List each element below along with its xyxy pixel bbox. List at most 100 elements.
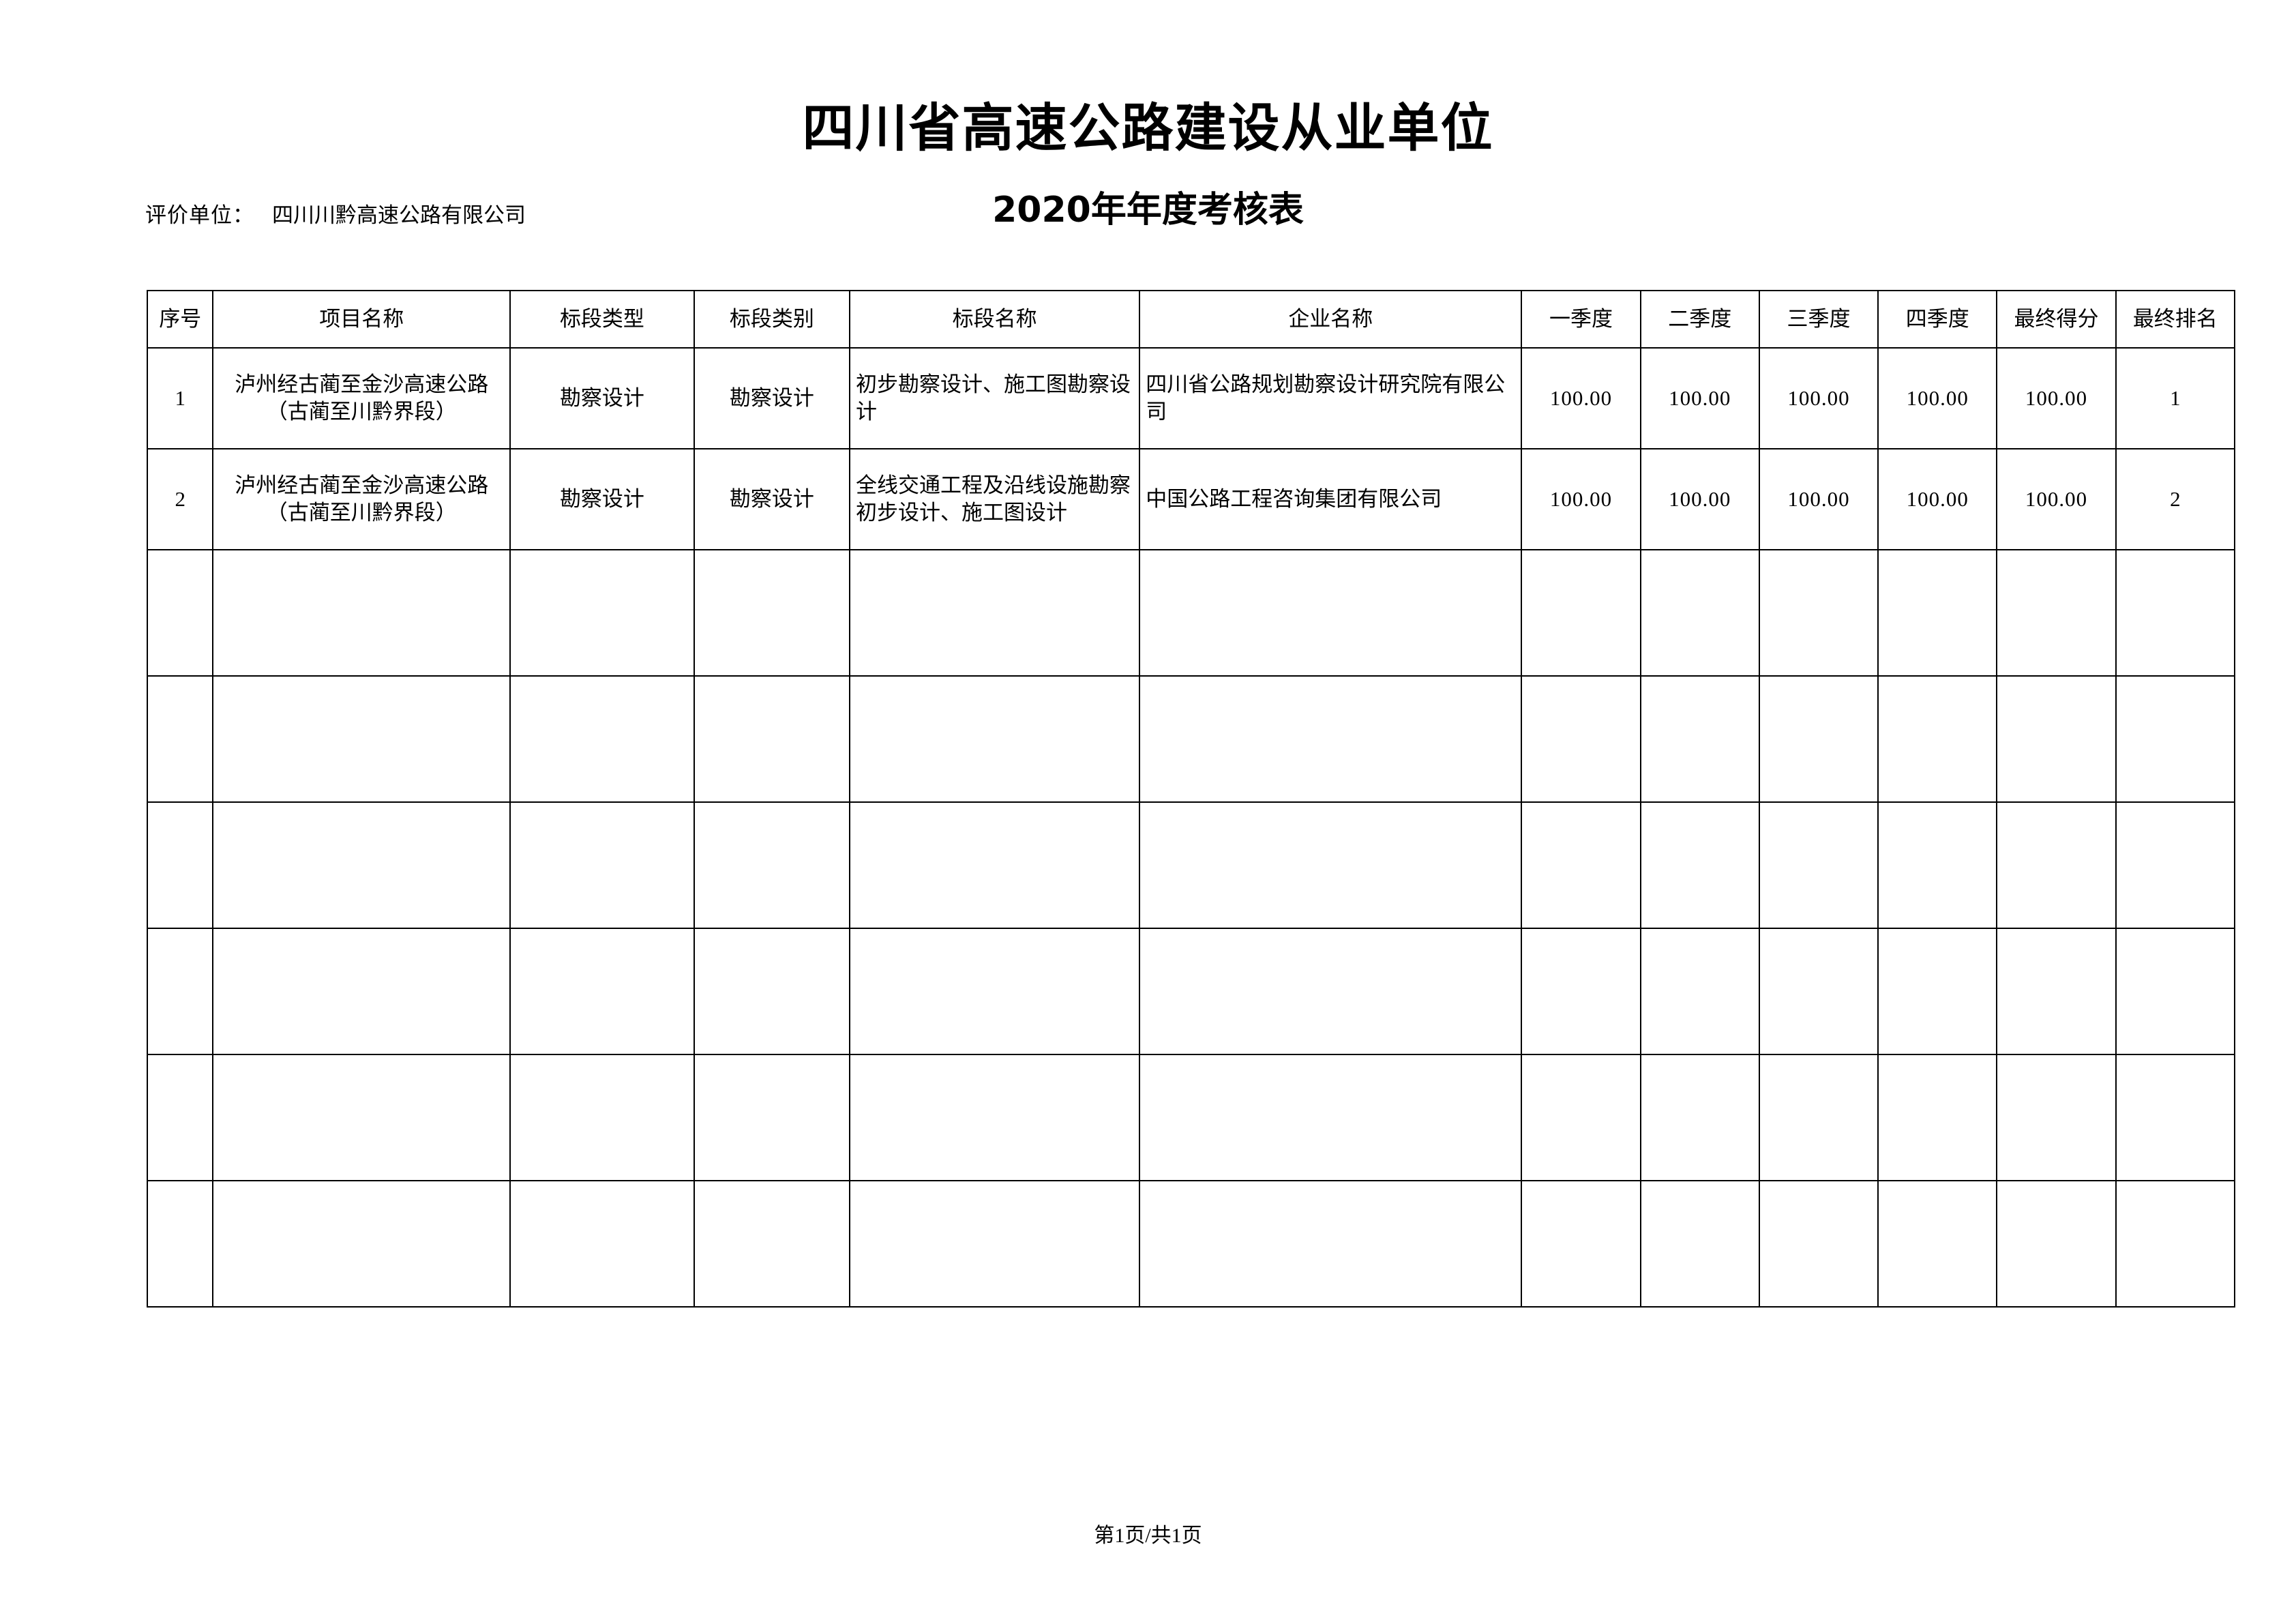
cell-bidname: 初步勘察设计、施工图勘察设计 — [848, 347, 1141, 449]
col-header-rank: 最终排名 — [2115, 290, 2236, 349]
table-row: 1 泸州经古蔺至金沙高速公路（古蔺至川黔界段） 勘察设计 勘察设计 初步勘察设计… — [146, 347, 2236, 449]
cell-final: 100.00 — [1996, 448, 2117, 550]
cell-empty — [1996, 801, 2117, 929]
page-footer: 第1页/共1页 — [1094, 1524, 1202, 1547]
cell-empty — [1758, 928, 1879, 1055]
cell-empty — [1521, 928, 1641, 1055]
cell-empty — [1521, 801, 1641, 929]
cell-empty — [1877, 675, 1998, 803]
cell-empty — [509, 1054, 695, 1181]
cell-empty — [146, 1054, 214, 1181]
cell-bidname: 全线交通工程及沿线设施勘察初步设计、施工图设计 — [848, 448, 1141, 550]
cell-empty — [848, 928, 1141, 1055]
cell-empty — [212, 801, 511, 929]
col-header-company: 企业名称 — [1139, 290, 1523, 349]
cell-q4: 100.00 — [1877, 448, 1998, 550]
evaluation-unit-label: 评价单位： — [145, 203, 254, 227]
cell-empty — [848, 675, 1141, 803]
cell-empty — [2115, 928, 2236, 1055]
cell-company-text: 四川省公路规划勘察设计研究院有限公司 — [1146, 372, 1506, 424]
col-header-bidcat: 标段类别 — [693, 290, 850, 349]
cell-empty — [1877, 928, 1998, 1055]
cell-bidname-text: 全线交通工程及沿线设施勘察初步设计、施工图设计 — [855, 473, 1131, 525]
cell-empty — [1877, 1180, 1998, 1308]
cell-empty — [1996, 1180, 2117, 1308]
cell-empty — [212, 1054, 511, 1181]
table-row: 2 泸州经古蔺至金沙高速公路（古蔺至川黔界段） 勘察设计 勘察设计 全线交通工程… — [146, 448, 2236, 550]
evaluation-unit: 评价单位： 四川川黔高速公路有限公司 — [145, 205, 526, 226]
cell-empty — [2115, 1180, 2236, 1308]
cell-empty — [1877, 801, 1998, 929]
table-header: 序号 项目名称 标段类型 标段类别 标段名称 企业名称 一季度 二季度 三季度 … — [146, 290, 2236, 349]
cell-empty — [1139, 675, 1523, 803]
cell-empty — [1758, 549, 1879, 677]
cell-index: 2 — [146, 448, 214, 550]
cell-q3: 100.00 — [1758, 448, 1879, 550]
cell-empty — [1139, 801, 1523, 929]
cell-empty — [1139, 1180, 1523, 1308]
cell-index: 1 — [146, 347, 214, 449]
cell-final: 100.00 — [1996, 347, 2117, 449]
cell-empty — [1639, 549, 1760, 677]
cell-company: 四川省公路规划勘察设计研究院有限公司 — [1139, 347, 1523, 449]
cell-empty — [1758, 1180, 1879, 1308]
cell-empty — [212, 675, 511, 803]
cell-project-text: 泸州经古蔺至金沙高速公路（古蔺至川黔界段） — [235, 473, 489, 525]
cell-empty — [509, 675, 695, 803]
cell-empty — [146, 801, 214, 929]
cell-empty — [1877, 1054, 1998, 1181]
cell-empty — [509, 801, 695, 929]
cell-empty — [1758, 675, 1879, 803]
cell-empty — [1639, 1180, 1760, 1308]
cell-empty — [1521, 675, 1641, 803]
cell-empty — [2115, 675, 2236, 803]
page-title: 四川省高速公路建设从业单位 — [802, 98, 1494, 158]
table-row-empty — [146, 549, 2236, 677]
cell-empty — [1521, 549, 1641, 677]
assessment-table-wrapper: 序号 项目名称 标段类型 标段类别 标段名称 企业名称 一季度 二季度 三季度 … — [146, 290, 2236, 1308]
cell-empty — [509, 1180, 695, 1308]
cell-empty — [848, 1180, 1141, 1308]
table-header-row: 序号 项目名称 标段类型 标段类别 标段名称 企业名称 一季度 二季度 三季度 … — [146, 290, 2236, 349]
col-header-q2: 二季度 — [1639, 290, 1760, 349]
cell-q3: 100.00 — [1758, 347, 1879, 449]
cell-project: 泸州经古蔺至金沙高速公路（古蔺至川黔界段） — [212, 347, 511, 449]
cell-empty — [1521, 1054, 1641, 1181]
cell-empty — [1139, 928, 1523, 1055]
cell-project-text: 泸州经古蔺至金沙高速公路（古蔺至川黔界段） — [235, 372, 489, 424]
cell-empty — [1521, 1180, 1641, 1308]
cell-company-text: 中国公路工程咨询集团有限公司 — [1146, 486, 1442, 511]
cell-empty — [146, 675, 214, 803]
cell-empty — [2115, 801, 2236, 929]
cell-empty — [1996, 1054, 2117, 1181]
page-subtitle: 2020年年度考核表 — [992, 190, 1304, 231]
cell-bidcat: 勘察设计 — [693, 347, 850, 449]
cell-empty — [146, 549, 214, 677]
cell-empty — [509, 549, 695, 677]
cell-empty — [1758, 1054, 1879, 1181]
cell-bidcat: 勘察设计 — [693, 448, 850, 550]
cell-empty — [146, 928, 214, 1055]
cell-empty — [146, 1180, 214, 1308]
cell-q1: 100.00 — [1521, 448, 1641, 550]
cell-empty — [1639, 928, 1760, 1055]
cell-empty — [693, 1180, 850, 1308]
cell-project: 泸州经古蔺至金沙高速公路（古蔺至川黔界段） — [212, 448, 511, 550]
cell-empty — [693, 675, 850, 803]
table-row-empty — [146, 675, 2236, 803]
cell-empty — [1139, 1054, 1523, 1181]
cell-empty — [693, 1054, 850, 1181]
cell-empty — [1996, 675, 2117, 803]
cell-rank: 2 — [2115, 448, 2236, 550]
table-body: 1 泸州经古蔺至金沙高速公路（古蔺至川黔界段） 勘察设计 勘察设计 初步勘察设计… — [146, 347, 2236, 550]
table-row-empty — [146, 928, 2236, 1055]
cell-empty — [1877, 549, 1998, 677]
col-header-q3: 三季度 — [1758, 290, 1879, 349]
page-header: 四川省高速公路建设从业单位 2020年年度考核表 评价单位： 四川川黔高速公路有限… — [0, 0, 2296, 273]
cell-empty — [1639, 801, 1760, 929]
cell-q2: 100.00 — [1639, 448, 1760, 550]
col-header-final: 最终得分 — [1996, 290, 2117, 349]
cell-q4: 100.00 — [1877, 347, 1998, 449]
col-header-project: 项目名称 — [212, 290, 511, 349]
col-header-bidname: 标段名称 — [848, 290, 1141, 349]
